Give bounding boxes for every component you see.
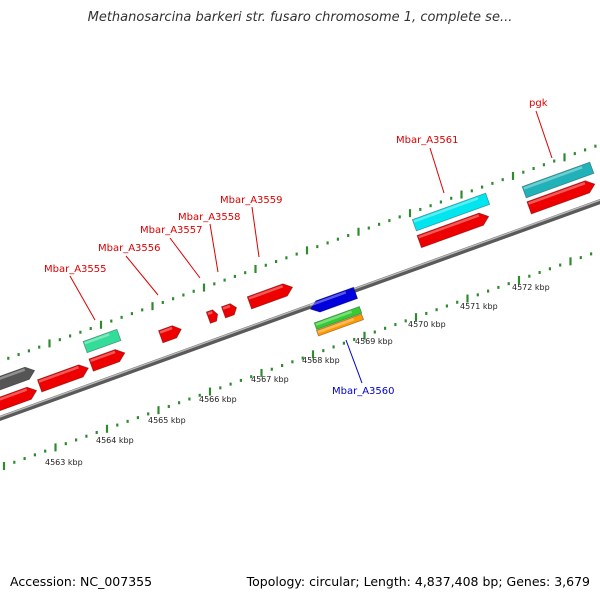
gene-label[interactable]: Mbar_A3557	[140, 225, 203, 236]
accession-text: Accession: NC_007355	[10, 574, 153, 589]
scale-label: 4567 kbp	[251, 375, 289, 384]
callout-line	[251, 206, 260, 258]
genome-backbone-highlight	[0, 199, 600, 418]
gene-label[interactable]: pgk	[529, 98, 548, 109]
gene-green-reverse[interactable]	[313, 306, 363, 330]
gene-orange-reverse[interactable]	[315, 313, 365, 337]
scale-label: 4565 kbp	[148, 416, 186, 425]
callout-line	[169, 237, 201, 279]
gene-label[interactable]: Mbar_A3559	[220, 195, 283, 206]
gene-red-mbar3561[interactable]	[416, 210, 491, 249]
callout-line	[125, 255, 159, 296]
forward-tick-track	[7, 144, 597, 360]
gene-label[interactable]: Mbar_A3558	[178, 212, 241, 223]
scale-label: 4569 kbp	[355, 337, 393, 346]
gene-aqua[interactable]	[82, 328, 122, 354]
gene-gray-left[interactable]	[0, 364, 37, 393]
label-callouts: Mbar_A3555 Mbar_A3556 Mbar_A3557 Mbar_A3558…	[44, 98, 553, 397]
gene-red-3[interactable]	[157, 323, 183, 344]
gene-red-6[interactable]	[246, 281, 295, 310]
gene-teal-pgk[interactable]	[521, 161, 595, 199]
genome-backbone	[0, 198, 600, 422]
scale-label: 4568 kbp	[302, 356, 340, 365]
scale-labels: 4563 kbp 4564 kbp 4565 kbp 4566 kbp 4567 kbp…	[45, 283, 550, 467]
reverse-tick-track	[2, 252, 593, 470]
gene-red-4[interactable]	[205, 309, 219, 324]
callout-line	[429, 147, 445, 194]
map-title: Methanosarcina barkeri str. fusaro chrom…	[87, 10, 513, 25]
callout-line	[345, 339, 363, 384]
gene-blue-reverse[interactable]	[308, 286, 359, 315]
gene-label[interactable]: Mbar_A3555	[44, 264, 107, 275]
scale-label: 4566 kbp	[199, 395, 237, 404]
callout-line	[209, 223, 219, 273]
scale-label: 4571 kbp	[460, 302, 498, 311]
gene-label[interactable]: Mbar_A3561	[396, 135, 459, 146]
gene-label[interactable]: Mbar_A3560	[332, 386, 395, 397]
feature-track	[0, 161, 597, 413]
gene-label[interactable]: Mbar_A3556	[98, 243, 161, 254]
genome-summary-text: Topology: circular; Length: 4,837,408 bp…	[246, 574, 590, 589]
gene-red-2[interactable]	[88, 347, 127, 372]
scale-label: 4572 kbp	[512, 283, 550, 292]
scale-label: 4563 kbp	[45, 458, 83, 467]
scale-label: 4564 kbp	[96, 436, 134, 445]
gene-cyan-mbar3561[interactable]	[411, 192, 491, 232]
gene-red-5[interactable]	[220, 302, 238, 319]
gene-red-1[interactable]	[36, 362, 90, 393]
callout-line	[535, 110, 553, 159]
scale-label: 4570 kbp	[408, 320, 446, 329]
gene-red-edge[interactable]	[0, 384, 39, 413]
callout-line	[69, 275, 96, 321]
gene-red-pgk[interactable]	[526, 178, 597, 215]
